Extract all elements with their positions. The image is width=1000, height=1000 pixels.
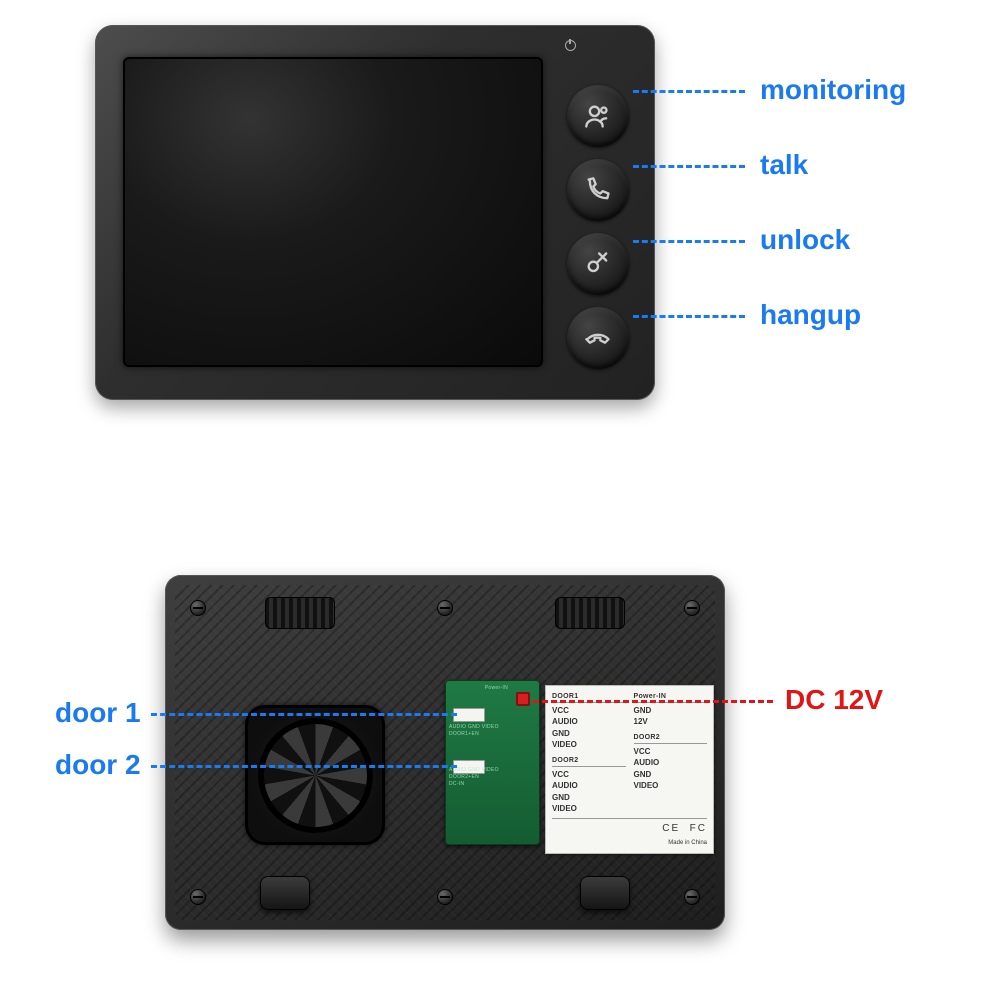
phone-down-icon (584, 324, 612, 352)
unlock-button[interactable] (567, 233, 629, 295)
leader-line (633, 240, 745, 243)
standoff (260, 876, 310, 910)
leader-line (633, 165, 745, 168)
hangup-button[interactable] (567, 307, 629, 369)
door1-connector (453, 708, 485, 722)
leader-line (633, 90, 745, 93)
monitoring-button[interactable] (567, 85, 629, 147)
unlock-label: unlock (760, 224, 850, 256)
leader-line (151, 713, 457, 716)
power-connector (516, 692, 530, 706)
leader-line (633, 315, 745, 318)
lcd-screen (123, 57, 543, 367)
talk-label: talk (760, 149, 808, 181)
screw (684, 600, 700, 616)
speaker-fan (245, 705, 385, 845)
spec-label-sticker: DOOR1 VCCAUDIOGNDVIDEO DOOR2 VCCAUDIOGND… (545, 685, 714, 854)
door2-label: door 2 (55, 749, 141, 781)
vent (555, 597, 625, 629)
vent (265, 597, 335, 629)
monitor-front (95, 25, 655, 400)
button-column (567, 85, 629, 381)
screw (190, 889, 206, 905)
dc12v-label: DC 12V (785, 684, 883, 716)
monitor-back: AUDIO GND VIDEO DOOR1+EN AUDIO GND VIDEO… (165, 575, 725, 930)
screw (190, 600, 206, 616)
key-icon (584, 250, 612, 278)
fan-blades (258, 718, 373, 833)
leader-line (533, 700, 773, 703)
hangup-label: hangup (760, 299, 861, 331)
power-icon (565, 40, 576, 51)
phone-icon (584, 176, 612, 204)
person-icon (584, 102, 612, 130)
screw (437, 600, 453, 616)
door1-label: door 1 (55, 697, 141, 729)
pcb-board: AUDIO GND VIDEO DOOR1+EN AUDIO GND VIDEO… (445, 680, 540, 845)
monitoring-label: monitoring (760, 74, 906, 106)
talk-button[interactable] (567, 159, 629, 221)
screw (437, 889, 453, 905)
leader-line (151, 765, 457, 768)
screw (684, 889, 700, 905)
standoff (580, 876, 630, 910)
